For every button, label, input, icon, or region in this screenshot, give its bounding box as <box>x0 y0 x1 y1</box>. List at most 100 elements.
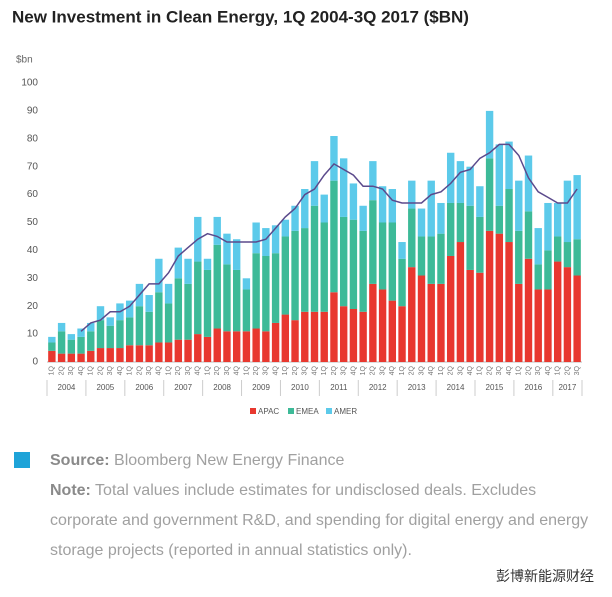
bar-segment <box>476 186 484 217</box>
bar-segment <box>174 278 183 340</box>
bar-segment <box>563 242 572 268</box>
bar-segment <box>125 345 134 362</box>
x-tick-label: 2Q <box>136 365 143 375</box>
bar-segment <box>203 269 212 337</box>
bar-segment <box>534 289 542 362</box>
bar-segment <box>408 180 416 209</box>
bar-segment <box>339 306 348 362</box>
bar-segment <box>359 205 367 231</box>
year-label: 2010 <box>291 383 309 392</box>
bar-segment <box>301 311 309 362</box>
watermark: 彭博新能源财经 <box>496 569 594 585</box>
bar-segment <box>232 239 241 270</box>
bar-segment <box>515 230 523 284</box>
bar-segment <box>320 194 328 223</box>
bar-segment <box>310 161 319 206</box>
x-tick-label: 4Q <box>156 365 163 375</box>
bar-segment <box>242 331 251 362</box>
bar-segment <box>125 317 134 346</box>
bar-segment <box>476 272 484 362</box>
bar-segment <box>437 202 445 234</box>
x-tick-label: 1Q <box>49 365 56 375</box>
y-tick-label: 40 <box>27 245 39 256</box>
bar-segment <box>252 253 260 329</box>
bar-segment <box>48 336 56 343</box>
bar-segment <box>437 233 445 284</box>
source: Source: Bloomberg New Energy Finance <box>50 446 594 476</box>
x-tick-label: 1Q <box>165 365 172 375</box>
bar-segment <box>87 331 95 351</box>
y-tick-label: 20 <box>27 301 39 312</box>
x-tick-label: 2Q <box>214 365 221 375</box>
bar-segment <box>573 175 581 240</box>
bar-segment <box>553 202 562 237</box>
bar-segment <box>330 292 338 362</box>
x-tick-label: 1Q <box>204 365 211 375</box>
bar-segment <box>271 253 280 323</box>
bar-segment <box>505 141 513 190</box>
bar-segment <box>417 275 426 362</box>
bar-segment <box>164 303 173 343</box>
y-axis-label: $bn <box>16 55 33 66</box>
y-tick-label: 90 <box>27 106 39 117</box>
bar-segment <box>291 205 299 231</box>
bar-segment <box>223 331 231 362</box>
bar-segment <box>349 219 358 309</box>
bar-segment <box>48 342 56 351</box>
y-tick-label: 70 <box>27 161 39 172</box>
bar-segment <box>378 289 387 362</box>
x-tick-label: 2Q <box>58 365 65 375</box>
year-label: 2012 <box>369 383 387 392</box>
bar-segment <box>106 317 114 326</box>
x-tick-label: 2Q <box>331 365 338 375</box>
bar-segment <box>427 180 435 237</box>
x-tick-label: 3Q <box>263 365 270 375</box>
x-tick-label: 1Q <box>127 365 134 375</box>
x-tick-label: 4Q <box>428 365 435 375</box>
bar-segment <box>135 345 144 362</box>
bar-segment <box>87 322 95 332</box>
bar-segment <box>184 283 192 340</box>
y-tick-label: 50 <box>27 217 39 228</box>
bar-segment <box>466 269 474 362</box>
bar-segment <box>476 216 484 273</box>
bar-segment <box>359 311 367 362</box>
x-tick-label: 2Q <box>97 365 104 375</box>
bar-segment <box>164 342 173 362</box>
x-tick-label: 2Q <box>370 365 377 375</box>
bar-segment <box>174 339 183 362</box>
bar-segment <box>339 158 348 217</box>
bar-segment <box>252 328 260 362</box>
x-tick-label: 4Q <box>195 365 202 375</box>
bar-segment <box>485 110 494 159</box>
bar-segment <box>57 322 66 332</box>
bar-segment <box>155 258 163 293</box>
year-label: 2014 <box>447 383 465 392</box>
bar-segment <box>388 222 397 301</box>
x-tick-label: 1Q <box>243 365 250 375</box>
bar-segment <box>456 202 465 243</box>
x-tick-label: 1Q <box>516 365 523 375</box>
x-tick-label: 2Q <box>525 365 532 375</box>
bar-segment <box>223 264 231 332</box>
x-tick-label: 4Q <box>234 365 241 375</box>
legend-swatch <box>326 408 332 414</box>
bar-segment <box>291 320 299 362</box>
bar-segment <box>369 161 377 201</box>
bar-segment <box>77 336 85 354</box>
bar-segment <box>544 202 552 251</box>
bar-segment <box>369 200 377 284</box>
x-tick-label: 1Q <box>360 365 367 375</box>
bar-segment <box>456 161 465 203</box>
bar-segment <box>378 222 387 290</box>
legend-label: APAC <box>258 407 279 416</box>
y-tick-label: 10 <box>27 329 39 340</box>
bar-segment <box>213 328 221 362</box>
legend-label: EMEA <box>296 407 319 416</box>
x-tick-label: 4Q <box>78 365 85 375</box>
legend-swatch <box>288 408 294 414</box>
bar-segment <box>194 334 202 362</box>
note-label: Note: <box>50 482 91 499</box>
bar-segment <box>466 166 474 206</box>
